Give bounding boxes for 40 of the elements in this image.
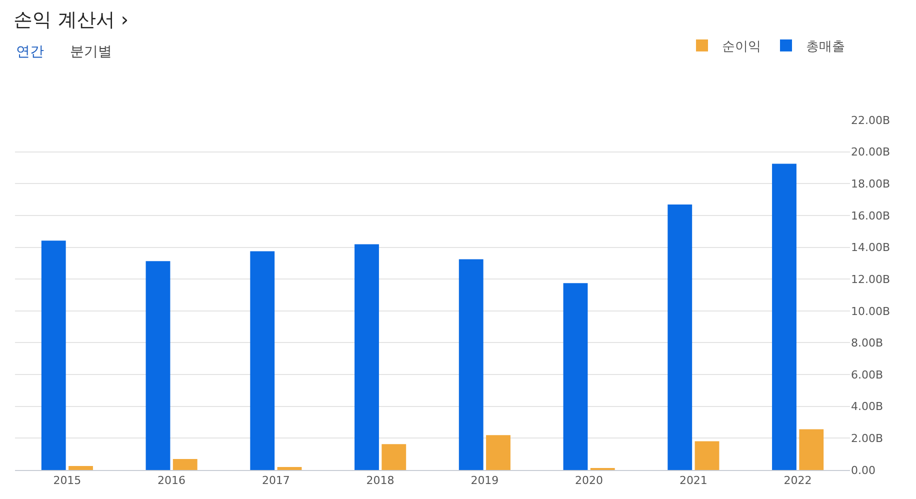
legend-label: 순이익 — [722, 40, 761, 55]
x-tick-label: 2016 — [158, 474, 186, 488]
x-tick-label: 2019 — [470, 474, 499, 488]
bar — [277, 466, 302, 470]
y-tick-label: 8.00B — [851, 336, 884, 350]
bar — [799, 429, 824, 470]
bar — [458, 259, 484, 470]
bar — [250, 251, 275, 470]
x-tick-label: 2017 — [262, 474, 290, 488]
bar — [382, 444, 406, 470]
y-tick-label: 4.00B — [851, 400, 884, 414]
chart-title: 손익 계산서 › — [14, 8, 128, 31]
y-tick-label: 2.00B — [851, 432, 884, 446]
bar — [694, 441, 720, 470]
bar — [563, 283, 588, 470]
y-tick-label: 12.00B — [851, 272, 890, 286]
legend-label: 총매출 — [806, 40, 845, 55]
y-tick-label: 14.00B — [851, 241, 890, 254]
x-tick-label: 2018 — [366, 474, 394, 488]
text: 연간 — [16, 44, 44, 60]
bar — [354, 244, 379, 470]
y-tick-label: 0.00 — [851, 464, 876, 477]
bar — [486, 435, 510, 470]
bar — [146, 261, 170, 470]
text: 분기별 — [70, 44, 112, 60]
bar — [172, 459, 198, 470]
bar — [68, 466, 93, 470]
y-tick-label: 22.00B — [851, 114, 890, 127]
bar — [772, 164, 796, 470]
y-tick-label: 10.00B — [851, 304, 890, 318]
x-tick-label: 2021 — [679, 474, 708, 488]
y-tick-label: 20.00B — [851, 146, 890, 159]
bar — [668, 204, 692, 470]
x-tick-label: 2022 — [784, 474, 812, 488]
x-tick-label: 2020 — [575, 474, 604, 488]
y-tick-label: 6.00B — [851, 368, 884, 382]
bar — [41, 240, 66, 470]
y-tick-label: 16.00B — [851, 209, 890, 222]
x-tick-label: 2015 — [53, 474, 82, 488]
y-tick-label: 18.00B — [851, 177, 890, 190]
